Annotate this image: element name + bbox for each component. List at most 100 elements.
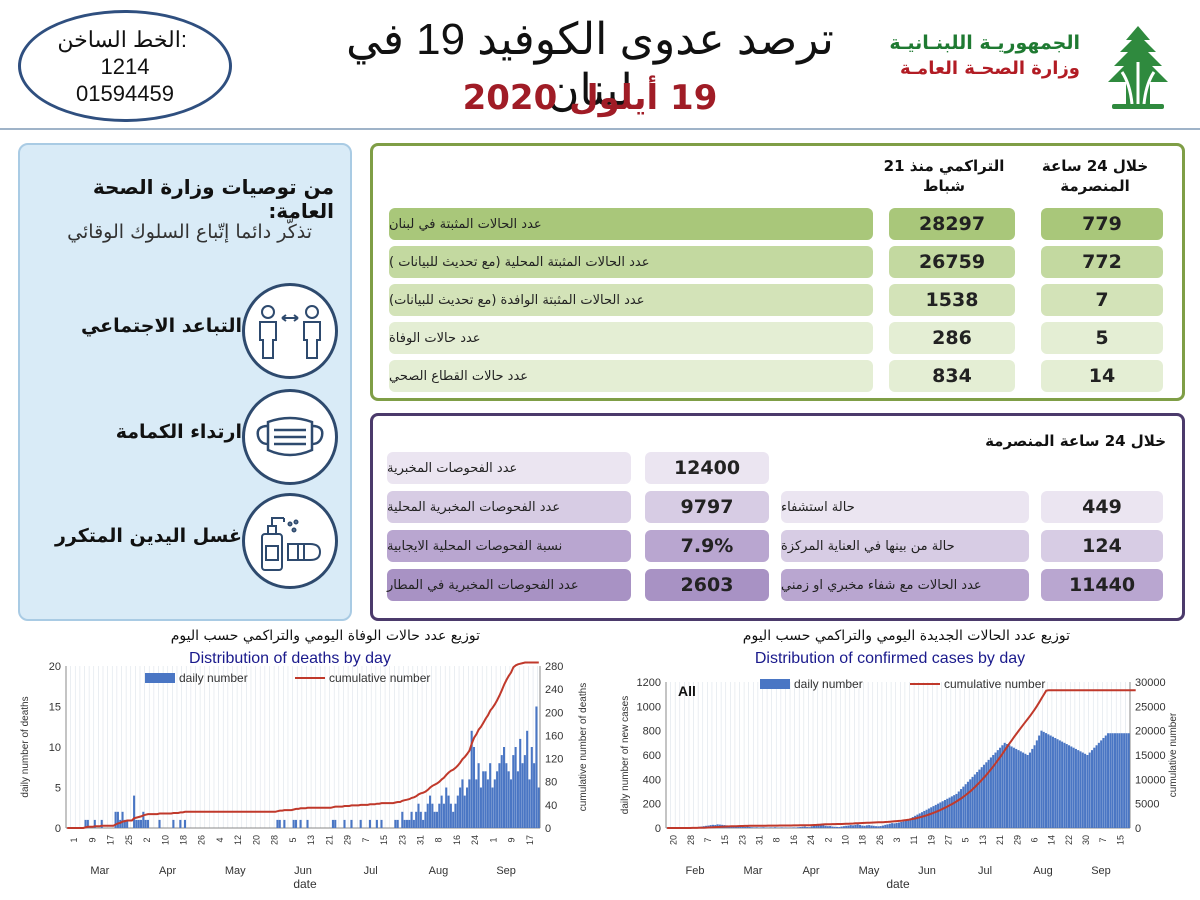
daily-bar bbox=[780, 827, 783, 828]
daily-bar bbox=[396, 819, 399, 828]
daily-bar bbox=[380, 819, 383, 828]
daily-bar bbox=[872, 825, 875, 828]
daily-bar bbox=[1040, 730, 1043, 828]
case-row-cumulative: 28297 bbox=[889, 208, 1015, 240]
daily-bar bbox=[93, 819, 96, 828]
daily-bar bbox=[992, 755, 995, 828]
daily-bar bbox=[875, 826, 878, 828]
case-row-label: عدد حالات القطاع الصحي bbox=[389, 360, 873, 392]
daily-bar bbox=[806, 827, 809, 828]
y-tick-label: 800 bbox=[643, 726, 661, 738]
daily-bar bbox=[1127, 733, 1130, 828]
daily-bar bbox=[1047, 734, 1050, 828]
daily-bar bbox=[884, 824, 887, 828]
y2-tick-label: 0 bbox=[545, 823, 551, 835]
daily-bar bbox=[479, 787, 482, 828]
daily-bar bbox=[486, 779, 489, 828]
daily-bar bbox=[854, 824, 857, 828]
daily-bar bbox=[523, 755, 526, 828]
daily-bar bbox=[1035, 740, 1038, 828]
daily-bar bbox=[822, 824, 825, 828]
daily-bar bbox=[817, 824, 820, 828]
daily-bar bbox=[1093, 747, 1096, 828]
cedar-icon bbox=[1108, 26, 1168, 109]
daily-bar bbox=[948, 797, 951, 828]
day-tick-label: 12 bbox=[233, 835, 243, 845]
daily-bar bbox=[503, 747, 506, 828]
daily-bar bbox=[1102, 737, 1105, 828]
month-label: Feb bbox=[686, 865, 705, 877]
daily-bar bbox=[359, 819, 362, 828]
daily-bar bbox=[1113, 733, 1116, 828]
daily-bar bbox=[810, 826, 813, 828]
recommendation-label: التباعد الاجتماعي bbox=[80, 315, 242, 337]
daily-bar bbox=[484, 771, 487, 828]
case-row-label: عدد الحالات المثبتة المحلية (مع تحديث لل… bbox=[389, 246, 873, 278]
recommendations-title: من توصيات وزارة الصحة العامة: bbox=[92, 175, 334, 223]
month-label: Sep bbox=[496, 865, 516, 877]
day-tick-label: 27 bbox=[944, 835, 954, 845]
daily-bar bbox=[440, 795, 443, 828]
daily-bar bbox=[142, 811, 145, 828]
day-tick-label: 11 bbox=[909, 835, 919, 844]
daily-bar bbox=[911, 817, 914, 828]
daily-bar bbox=[343, 819, 346, 828]
daily-bar bbox=[470, 730, 473, 828]
daily-bar bbox=[1090, 750, 1094, 828]
daily-bar bbox=[923, 810, 926, 828]
daily-bar bbox=[748, 827, 751, 828]
day-tick-label: 30 bbox=[1081, 835, 1091, 845]
y2-tick-label: 280 bbox=[545, 661, 563, 673]
day-tick-label: 10 bbox=[160, 835, 170, 845]
y2-tick-label: 40 bbox=[545, 800, 557, 812]
daily-bar bbox=[331, 819, 334, 828]
daily-bar bbox=[412, 819, 415, 828]
ministry-of-health-name: وزارة الصحـة العامـة bbox=[899, 58, 1080, 79]
daily-bar bbox=[1056, 739, 1059, 828]
daily-bar bbox=[1017, 750, 1020, 828]
daily-bar bbox=[815, 824, 818, 828]
day-tick-label: 14 bbox=[1047, 835, 1057, 845]
y2-tick-label: 0 bbox=[1135, 823, 1141, 835]
daily-bar bbox=[306, 819, 309, 828]
status-value: 124 bbox=[1041, 530, 1163, 562]
daily-bar bbox=[847, 825, 850, 828]
day-tick-label: 20 bbox=[251, 835, 261, 845]
cumulative-line bbox=[67, 661, 539, 829]
case-row-daily: 7 bbox=[1041, 284, 1163, 316]
tests-panel: خلال 24 ساعة المنصرمة عدد الفحوصات المخب… bbox=[370, 413, 1185, 621]
daily-bar bbox=[943, 800, 947, 828]
y-tick-label: 1200 bbox=[637, 677, 661, 689]
daily-bar bbox=[1104, 735, 1107, 828]
daily-bar bbox=[842, 826, 845, 828]
month-label: Apr bbox=[802, 865, 819, 877]
report-date: 19 أيلول 2020 bbox=[462, 78, 718, 118]
y2-axis-label: cumulative number bbox=[1168, 712, 1179, 797]
daily-bar bbox=[1100, 740, 1103, 828]
daily-bar bbox=[1125, 733, 1128, 828]
daily-bar bbox=[429, 795, 432, 828]
day-tick-label: 1 bbox=[488, 837, 498, 842]
daily-bar bbox=[1001, 745, 1004, 828]
y2-tick-label: 120 bbox=[545, 754, 563, 766]
day-tick-label: 15 bbox=[379, 835, 389, 845]
daily-bar bbox=[799, 827, 802, 828]
daily-bar bbox=[801, 826, 804, 828]
daily-bar bbox=[927, 808, 930, 828]
y-tick-label: 0 bbox=[655, 823, 661, 835]
daily-bar bbox=[537, 787, 540, 828]
daily-bar bbox=[898, 822, 901, 828]
case-row-daily: 14 bbox=[1041, 360, 1163, 392]
daily-bar bbox=[459, 787, 462, 828]
lab-test-label: نسبة الفحوصات المحلية الايجابية bbox=[387, 530, 631, 562]
case-row-label: عدد الحالات المثبتة في لبنان bbox=[389, 208, 873, 240]
daily-bar bbox=[941, 801, 944, 828]
daily-bar bbox=[739, 826, 742, 828]
y2-tick-label: 160 bbox=[545, 730, 563, 742]
daily-bar bbox=[299, 819, 302, 828]
lab-test-label: عدد الفحوصات المخبرية bbox=[387, 452, 631, 484]
column-header-24h: خلال 24 ساعة المنصرمة bbox=[1041, 157, 1149, 195]
daily-bar bbox=[900, 821, 903, 828]
daily-bar bbox=[1054, 737, 1057, 828]
month-label: Jul bbox=[978, 865, 992, 877]
